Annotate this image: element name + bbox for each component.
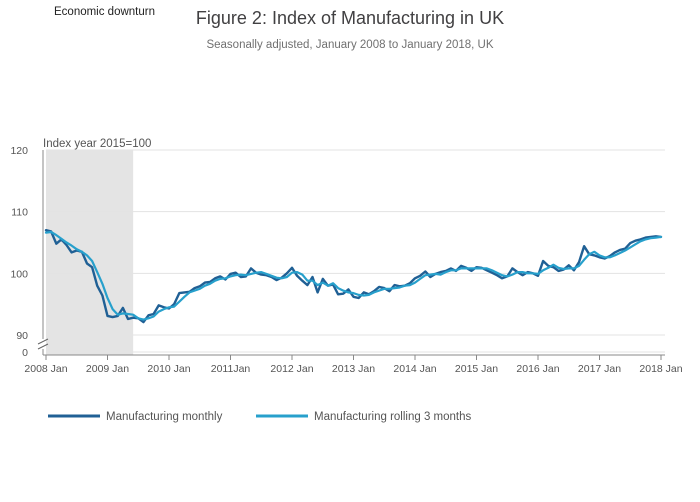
x-tick-label-2017: 2017 Jan [578,363,621,375]
legend: Manufacturing monthly Manufacturing roll… [48,411,471,423]
y-axis-break-icon [37,338,49,350]
y-tick-label-120: 120 [10,145,28,157]
x-tick-label-2015: 2015 Jan [455,363,498,375]
y-tick-label-90: 90 [16,330,28,342]
x-tick-label-2014: 2014 Jan [393,363,436,375]
series-line-manufacturing-monthly [44,229,663,324]
chart-title: Figure 2: Index of Manufacturing in UK [196,8,504,28]
chart-subtitle: Seasonally adjusted, January 2008 to Jan… [206,39,493,51]
x-tick-label-2012: 2012 Jan [270,363,313,375]
y-tick-label-100: 100 [10,268,28,280]
x-tick-label-2009: 2009 Jan [86,363,129,375]
y-tick-label-110: 110 [11,207,28,219]
x-tick-label-2008: 2008 Jan [24,363,67,375]
x-tick-label-2011: 2011Jan [211,363,251,375]
x-tick-label-2010: 2010 Jan [147,363,190,375]
shaded-region-label: Economic downturn [54,6,155,18]
x-tick-label-2016: 2016 Jan [516,363,559,375]
y-tick-label-0: 0 [22,347,28,359]
y-axis-unit-label: Index year 2015=100 [43,138,151,150]
legend-label-manufacturing-monthly: Manufacturing monthly [106,411,223,423]
shaded-region-economic-downturn [46,150,134,355]
series-line-manufacturing-rolling-3-months [44,230,663,321]
x-tick-label-2013: 2013 Jan [332,363,375,375]
legend-label-manufacturing-rolling-3-months: Manufacturing rolling 3 months [314,411,471,423]
x-tick-label-2018: 2018 Jan [639,363,682,375]
